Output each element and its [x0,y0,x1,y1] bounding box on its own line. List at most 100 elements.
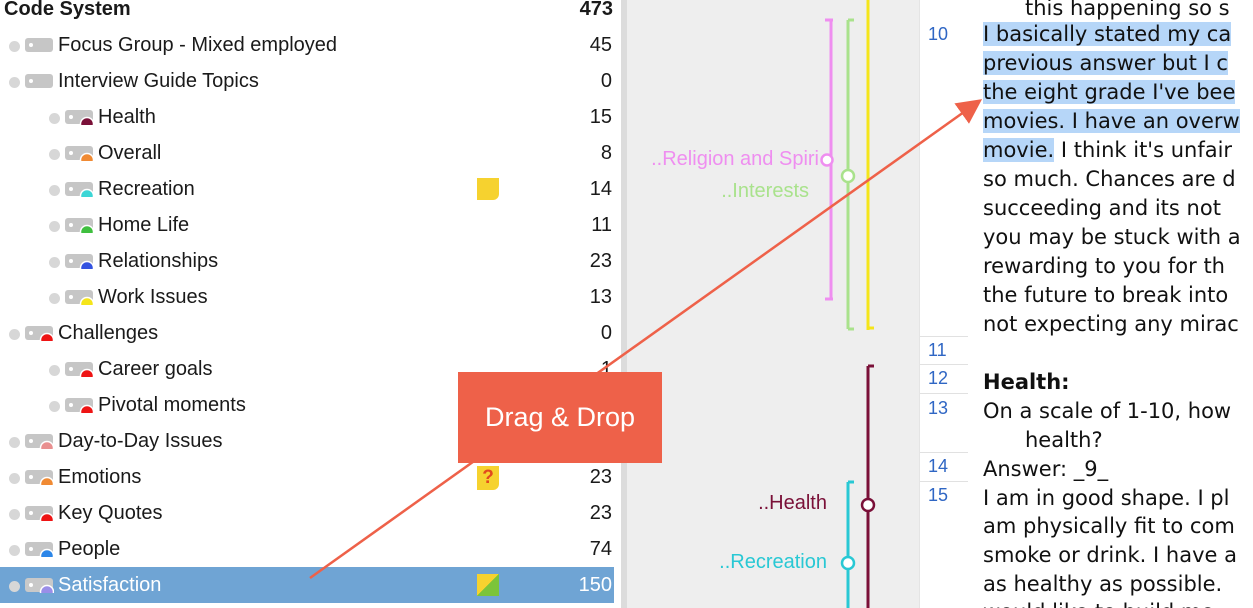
coding-stripes [820,0,876,608]
code-item[interactable]: Challenges 0 [0,315,614,351]
document-text-line[interactable]: would like to build mo [983,600,1214,608]
code-label: Focus Group - Mixed employed [58,34,338,56]
document-text-line[interactable]: am physically fit to com [983,514,1235,538]
code-item[interactable]: Key Quotes 23 [0,495,614,531]
document-text-line[interactable]: you may be stuck with a [983,225,1241,249]
code-handle-dot[interactable] [9,329,20,340]
code-item[interactable]: Satisfaction 150 [0,567,614,603]
code-handle-dot[interactable] [9,545,20,556]
code-count: 14 [589,178,612,200]
code-item[interactable]: Day-to-Day Issues [0,423,614,459]
code-handle-dot[interactable] [49,365,60,376]
document-text-line[interactable]: rewarding to you for th [983,254,1225,278]
line-number[interactable]: 11 [928,340,947,360]
code-label: Interview Guide Topics [58,70,259,92]
code-item[interactable]: Overall 8 [0,135,614,171]
stripe-label-interests[interactable]: ..Interests [721,180,809,202]
code-tag-icon [25,434,54,449]
code-item[interactable]: Relationships 23 [0,243,614,279]
code-count: 13 [589,286,612,308]
line-number[interactable]: 10 [928,24,949,44]
document-text-line[interactable]: I am in good shape. I pl [983,486,1230,510]
line-number[interactable]: 12 [928,368,949,388]
code-handle-dot[interactable] [49,401,60,412]
code-system-total: 473 [579,0,613,20]
code-label: Key Quotes [58,502,163,524]
document-text-line[interactable]: succeeding and its not [983,196,1221,220]
code-handle-dot[interactable] [49,293,60,304]
code-label: Home Life [98,214,190,236]
code-item[interactable]: Home Life 11 [0,207,614,243]
document-heading[interactable]: Health: [983,370,1070,394]
code-label: Challenges [58,322,159,344]
code-handle-dot[interactable] [9,509,20,520]
code-item[interactable]: Focus Group - Mixed employed 45 [0,27,614,63]
document-text-line[interactable]: so much. Chances are d [983,167,1236,191]
code-count: 8 [600,142,612,164]
document-text-line[interactable]: this happening so s [1025,0,1230,20]
code-handle-dot[interactable] [49,113,60,124]
document-text-line[interactable]: as healthy as possible. [983,572,1223,596]
document-text-line[interactable]: movie. I think it's unfair [983,138,1232,162]
code-count: 150 [578,574,612,596]
code-item[interactable]: People 74 [0,531,614,567]
document-text-line[interactable]: the eight grade I've bee [983,80,1236,104]
code-item[interactable]: Emotions? 23 [0,459,614,495]
code-label: Work Issues [98,286,208,308]
stripe-label-health[interactable]: ..Health [758,492,827,514]
stripe-label-recreation[interactable]: ..Recreation [719,551,827,573]
code-handle-dot[interactable] [49,185,60,196]
selection-highlight: I basically stated my ca [983,22,1232,46]
code-tag-icon [65,362,94,377]
paragraph-divider [920,364,969,365]
code-count: 0 [600,322,612,344]
document-text-line[interactable]: smoke or drink. I have a [983,543,1237,567]
code-handle-dot[interactable] [49,221,60,232]
document-text-line[interactable]: previous answer but I c [983,51,1228,75]
code-item[interactable]: Recreation 14 [0,171,614,207]
memo-question-icon[interactable]: ? [477,466,499,490]
code-handle-dot[interactable] [49,257,60,268]
code-count: 74 [589,538,612,560]
selection-highlight: movies. I have an overw [983,109,1240,133]
selection-highlight: the eight grade I've bee [983,80,1236,104]
document-text: I think it's unfair [1054,138,1233,162]
code-label: Overall [98,142,162,164]
document-text-line[interactable]: Answer: _9_ [983,457,1109,481]
code-item[interactable]: Work Issues 13 [0,279,614,315]
line-number[interactable]: 13 [928,398,949,418]
memo-split-icon[interactable] [477,574,499,596]
code-count: 0 [600,70,612,92]
paragraph-divider [920,481,969,482]
line-number[interactable]: 15 [928,485,949,505]
memo-note-icon[interactable] [477,178,499,200]
selection-highlight: previous answer but I c [983,51,1228,75]
code-handle-dot[interactable] [9,41,20,52]
code-label: Pivotal moments [98,394,246,416]
document-text-line[interactable]: the future to break into [983,283,1229,307]
code-handle-dot[interactable] [9,473,20,484]
code-item[interactable]: Interview Guide Topics 0 [0,63,614,99]
stripe-pink-node [820,153,834,167]
line-number[interactable]: 14 [928,456,949,476]
code-label: People [58,538,121,560]
code-handle-dot[interactable] [9,77,20,88]
stripe-label-religion[interactable]: ..Religion and Spiri [651,148,819,170]
selection-highlight: movie. [983,138,1055,162]
document-text-line[interactable]: movies. I have an overw [983,109,1240,133]
document-text-line[interactable]: On a scale of 1-10, how [983,399,1232,423]
document-text-line[interactable]: I basically stated my ca [983,22,1232,46]
document-text-line[interactable]: not expecting any mirac [983,312,1239,336]
code-count: 23 [589,466,612,488]
code-handle-dot[interactable] [49,149,60,160]
code-handle-dot[interactable] [9,437,20,448]
code-system-header[interactable]: Code System 473 [0,0,621,28]
code-tag-icon [25,74,53,88]
paragraph-divider [920,452,969,453]
code-item[interactable]: Health 15 [0,99,614,135]
code-tag-icon [25,470,54,485]
code-count: 15 [589,106,612,128]
code-handle-dot[interactable] [9,581,20,592]
document-text-line[interactable]: health? [1025,428,1103,452]
